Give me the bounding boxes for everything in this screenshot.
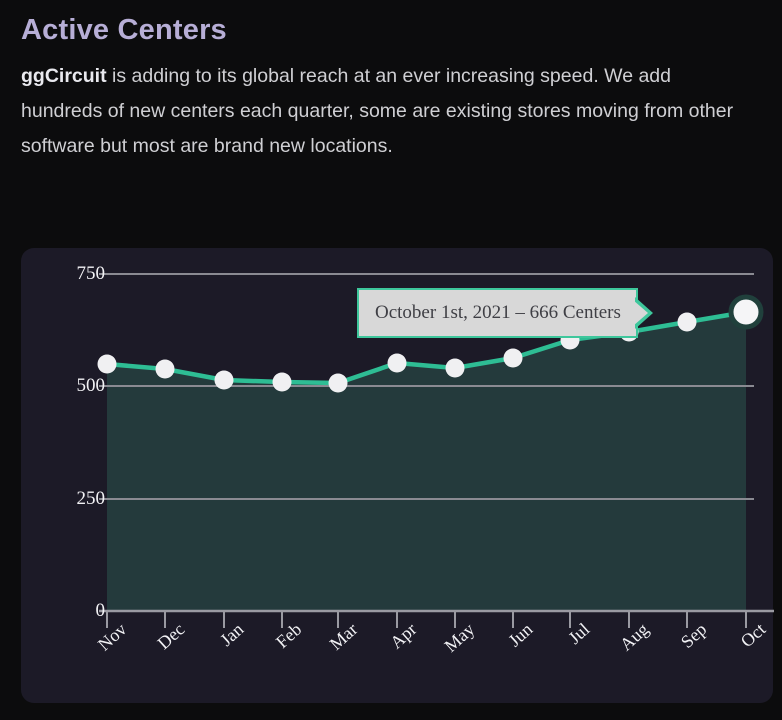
page-title: Active Centers xyxy=(21,14,227,46)
brand-name: ggCircuit xyxy=(21,65,107,88)
x-tick-label: Oct xyxy=(736,619,770,652)
data-point xyxy=(445,358,465,378)
data-point-highlighted xyxy=(728,294,764,330)
data-point xyxy=(328,373,348,393)
x-tick-label: Aug xyxy=(615,619,653,655)
y-tick-label: 750 xyxy=(76,263,106,284)
y-tick-label: 0 xyxy=(95,600,106,621)
intro-paragraph: ggCircuit is adding to its global reach … xyxy=(21,48,743,164)
chart-tooltip: October 1st, 2021 – 666 Centers xyxy=(357,288,653,338)
x-tick-label: Apr xyxy=(386,619,421,653)
x-tick-label: Mar xyxy=(325,619,362,654)
data-point xyxy=(155,359,175,379)
y-tick-label: 500 xyxy=(76,375,106,396)
x-axis-ticks xyxy=(106,611,747,628)
x-tick-label: Nov xyxy=(93,619,131,655)
x-tick-label: Feb xyxy=(271,619,306,652)
x-tick-label: Jun xyxy=(504,619,537,651)
y-axis-labels: 750 500 250 0 xyxy=(43,248,106,703)
data-point xyxy=(214,370,234,390)
y-tick-label: 250 xyxy=(76,488,106,509)
data-point xyxy=(97,354,117,374)
chart-card: 750 500 250 0 Nov Dec Jan Feb Mar Apr Ma… xyxy=(21,248,774,703)
data-point xyxy=(387,353,407,373)
x-tick-label: Jul xyxy=(564,619,594,648)
tooltip-arrow-icon xyxy=(632,297,653,329)
x-tick-label: Dec xyxy=(153,619,189,654)
data-point xyxy=(272,372,292,392)
x-tick-label: Jan xyxy=(216,619,248,650)
x-tick-label: Sep xyxy=(676,619,711,652)
intro-body: is adding to its global reach at an ever… xyxy=(21,65,734,158)
chart-area-fill xyxy=(107,312,746,611)
chart-series-line xyxy=(104,309,749,386)
header: Active Centers ggCircuit is adding to it… xyxy=(21,12,751,164)
x-tick-label: May xyxy=(440,619,479,656)
data-point xyxy=(503,348,523,368)
tooltip-text: October 1st, 2021 – 666 Centers xyxy=(375,302,621,323)
data-point xyxy=(677,312,697,332)
x-axis-labels: Nov Dec Jan Feb Mar Apr May Jun Jul Aug … xyxy=(21,619,773,689)
